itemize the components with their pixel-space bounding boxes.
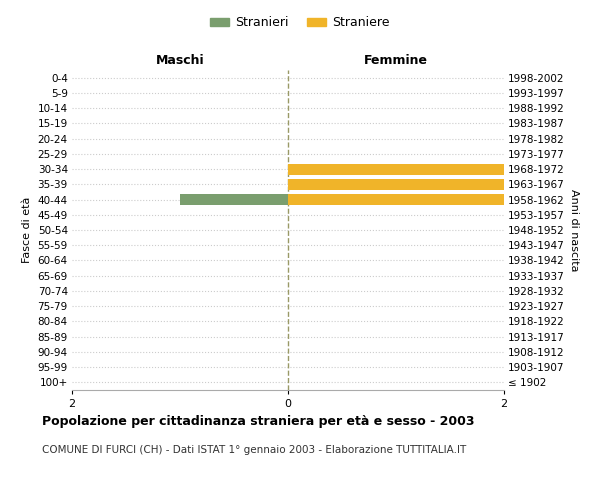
Text: COMUNE DI FURCI (CH) - Dati ISTAT 1° gennaio 2003 - Elaborazione TUTTITALIA.IT: COMUNE DI FURCI (CH) - Dati ISTAT 1° gen…	[42, 445, 466, 455]
Bar	[288, 164, 504, 174]
Bar	[180, 194, 288, 205]
Bar	[288, 179, 504, 190]
Legend: Stranieri, Straniere: Stranieri, Straniere	[205, 11, 395, 34]
Text: Popolazione per cittadinanza straniera per età e sesso - 2003: Popolazione per cittadinanza straniera p…	[42, 415, 475, 428]
Text: Femmine: Femmine	[364, 54, 428, 68]
Y-axis label: Fasce di età: Fasce di età	[22, 197, 32, 263]
Bar	[288, 194, 504, 205]
Text: Maschi: Maschi	[155, 54, 205, 68]
Y-axis label: Anni di nascita: Anni di nascita	[569, 188, 579, 271]
